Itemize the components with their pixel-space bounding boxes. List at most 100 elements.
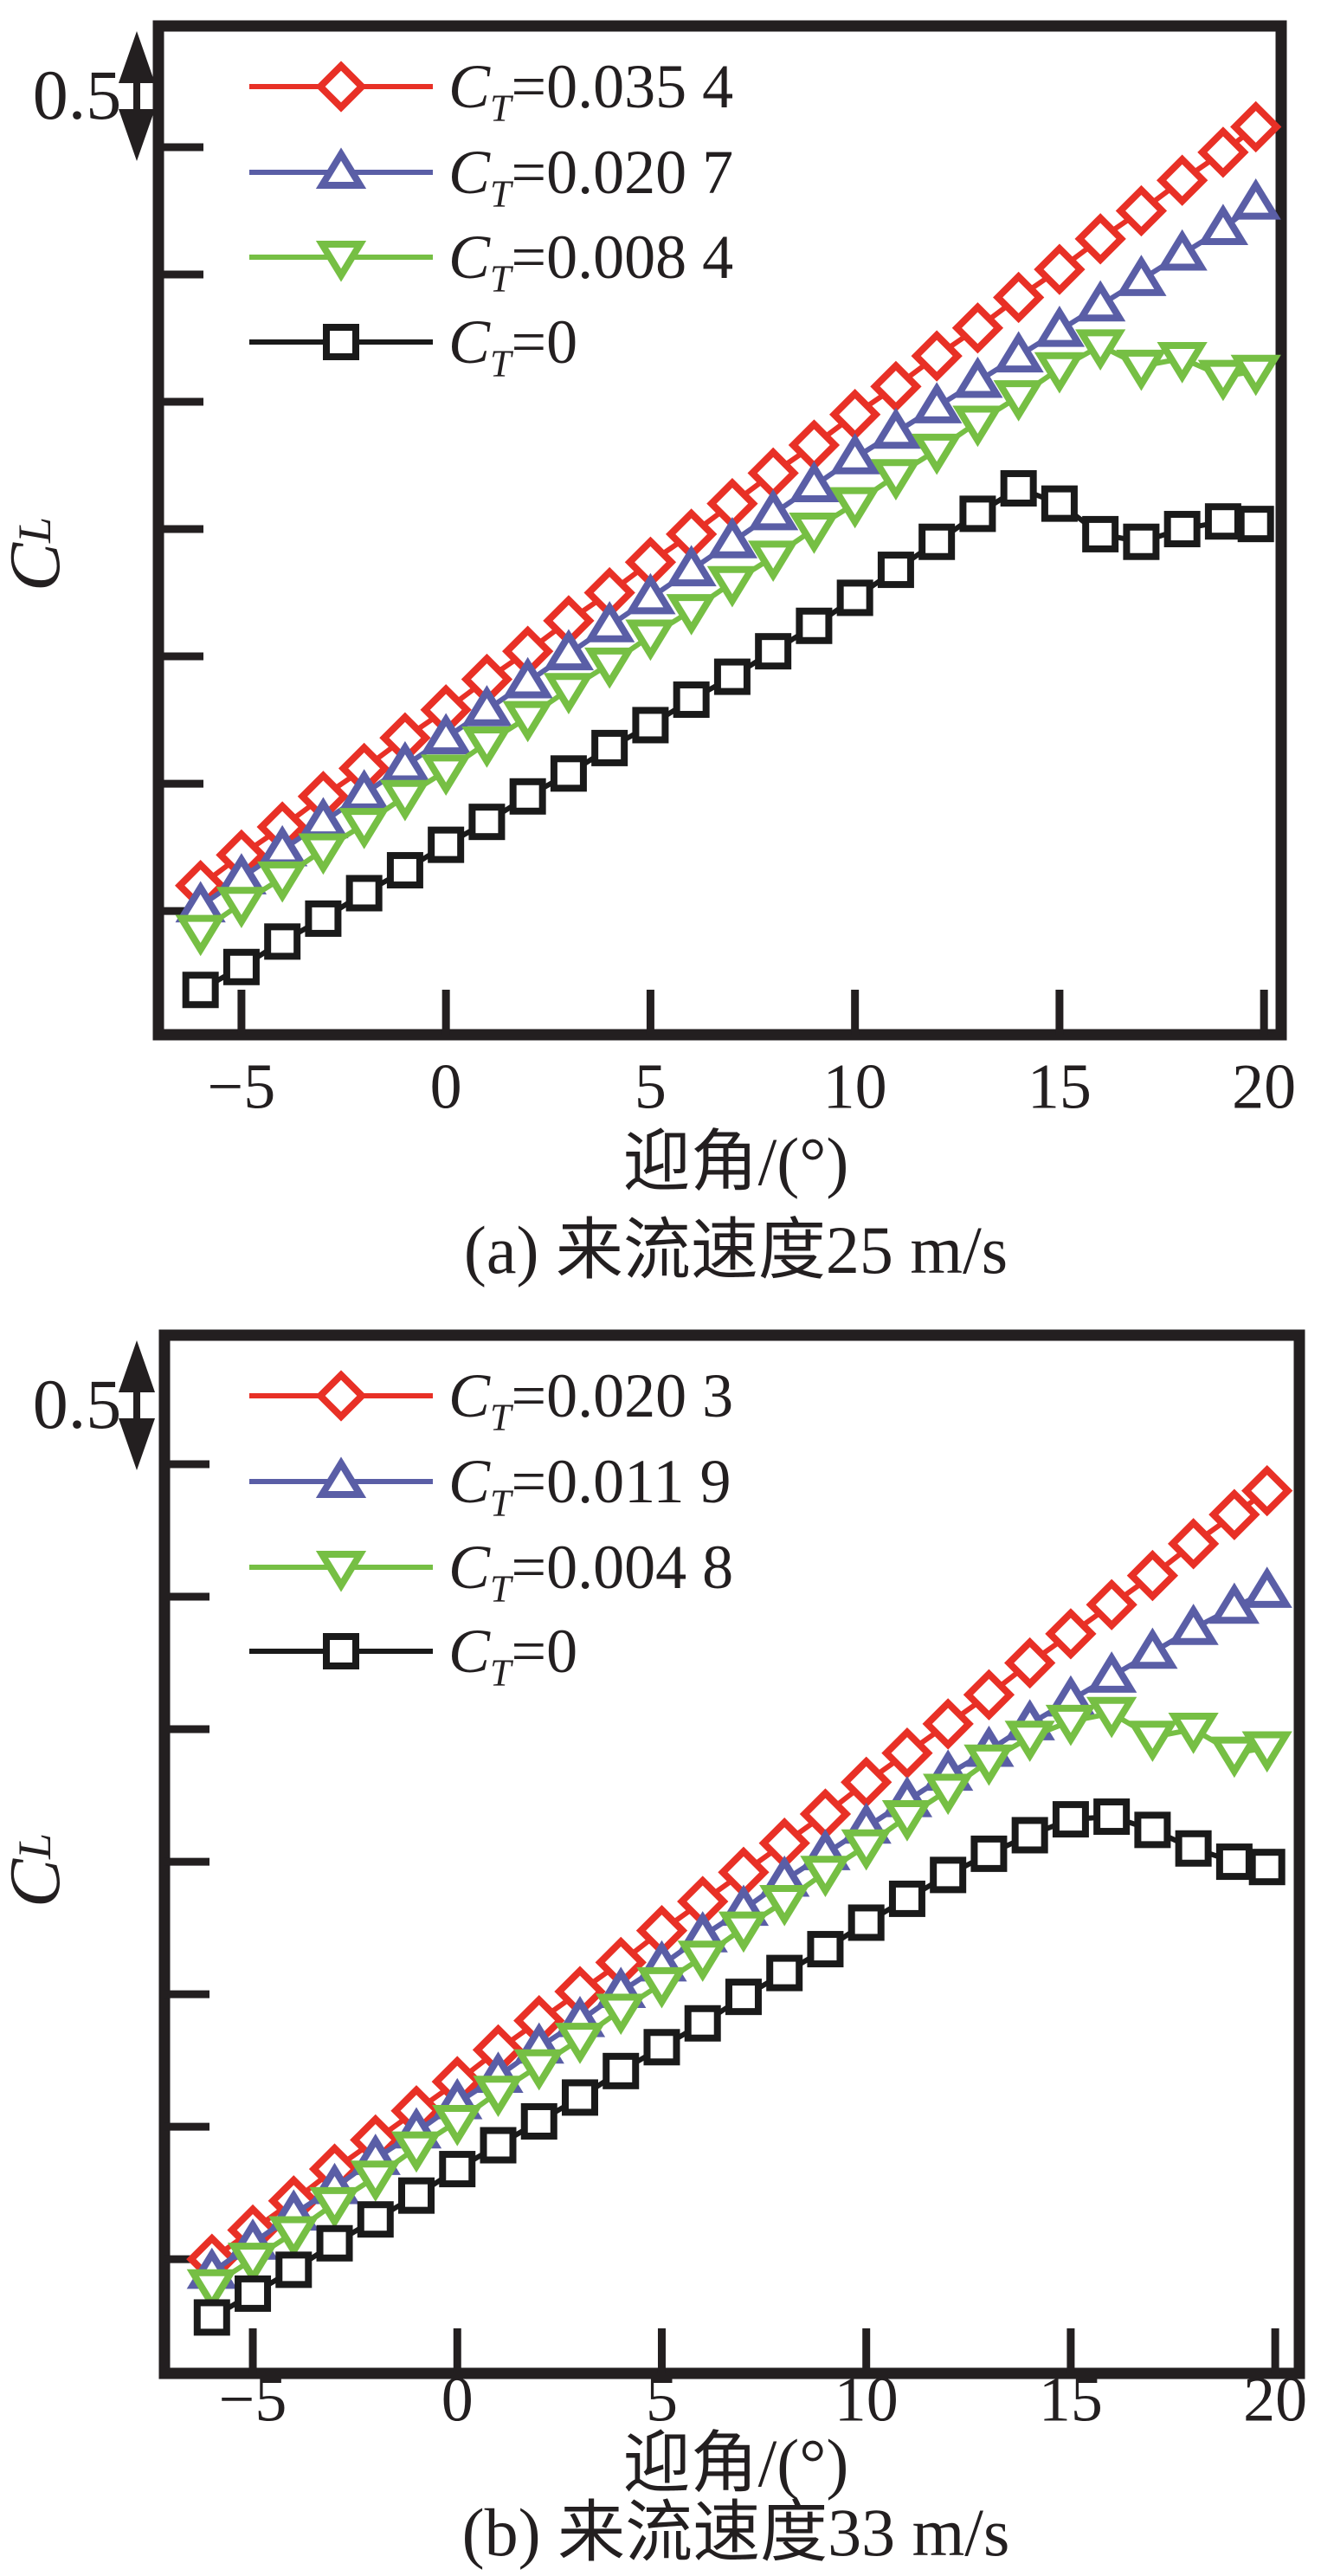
- x-tick-label: 10: [822, 1051, 887, 1123]
- marker-triangle-up: [1168, 1604, 1219, 1645]
- marker-triangle-up: [870, 407, 922, 449]
- marker-square: [1163, 511, 1201, 548]
- y-scale-arrow-b: [119, 1340, 155, 1470]
- legend-swatch-triangle-up: [249, 1456, 433, 1498]
- marker-square: [1052, 1801, 1089, 1838]
- marker-triangle-down: [338, 808, 390, 849]
- marker-triangle-up: [1230, 178, 1281, 220]
- marker-square: [305, 900, 342, 937]
- marker-square: [1082, 515, 1119, 552]
- marker-triangle-up: [1127, 1627, 1178, 1669]
- marker-triangle-up: [1197, 203, 1249, 246]
- marker-diamond: [1034, 243, 1086, 295]
- marker-square: [480, 2127, 517, 2164]
- x-tick-label: −5: [207, 1051, 276, 1123]
- marker-square: [970, 1835, 1008, 1872]
- marker-triangle-down: [1208, 1736, 1260, 1779]
- marker-triangle-down: [350, 2160, 401, 2202]
- legend-swatch-square: [249, 1633, 433, 1669]
- y-scale-arrow-a: [119, 31, 155, 161]
- marker-square: [468, 804, 506, 841]
- marker-square: [1134, 1811, 1171, 1849]
- marker-triangle-down: [1116, 349, 1167, 391]
- marker-square: [1123, 523, 1160, 560]
- x-tick-label: 0: [429, 1051, 462, 1123]
- legend-label: CT=0: [448, 1617, 578, 1695]
- marker-square: [930, 1856, 967, 1894]
- marker-square: [836, 579, 873, 617]
- series-ct-0048: [186, 1696, 1292, 2311]
- marker-diamond: [788, 419, 841, 471]
- marker-diamond: [1230, 100, 1282, 153]
- marker-diamond: [747, 447, 799, 499]
- marker-triangle-up: [1086, 1651, 1137, 1693]
- marker-triangle-up: [1034, 306, 1086, 347]
- legend-item-b4: CT=0: [249, 1608, 577, 1695]
- series-line: [199, 485, 1256, 992]
- legend-swatch-triangle-down: [249, 1551, 433, 1592]
- marker-square: [673, 681, 710, 719]
- marker-triangle-down: [870, 459, 922, 500]
- marker-diamond: [829, 389, 881, 441]
- legend-swatch-triangle-down: [249, 241, 433, 282]
- marker-triangle-up: [1075, 280, 1126, 322]
- legend-label: CT=0.004 8: [448, 1533, 734, 1611]
- legend-item-a1: CT=0.035 4: [249, 43, 733, 130]
- marker-square: [193, 2299, 230, 2336]
- legend-item-a3: CT=0.008 4: [249, 214, 733, 300]
- marker-triangle-down: [625, 619, 676, 662]
- marker-diamond: [993, 271, 1045, 324]
- marker-triangle-down: [1168, 1713, 1219, 1754]
- marker-diamond: [1241, 1464, 1293, 1517]
- x-tick-label: −5: [218, 2364, 287, 2436]
- marker-triangle-down: [584, 647, 635, 689]
- marker-square: [796, 607, 833, 644]
- marker-triangle-up: [379, 740, 431, 783]
- marker-square: [1041, 485, 1078, 522]
- marker-diamond: [1086, 1579, 1137, 1630]
- marker-triangle-down: [1230, 354, 1281, 397]
- marker-square: [235, 2275, 272, 2312]
- marker-triangle-down: [923, 1773, 974, 1816]
- y-scale-value-b: 0.5: [32, 1365, 122, 1443]
- marker-triangle-down: [1157, 342, 1208, 384]
- marker-square: [725, 1979, 762, 2016]
- marker-diamond: [1004, 1637, 1056, 1689]
- marker-square: [959, 495, 996, 533]
- marker-square: [345, 875, 383, 912]
- marker-triangle-up: [421, 713, 472, 755]
- marker-triangle-down: [390, 2131, 442, 2173]
- marker-square: [398, 2177, 435, 2214]
- series-line: [198, 342, 1257, 934]
- marker-square: [632, 707, 669, 744]
- marker-triangle-down: [718, 1911, 770, 1953]
- marker-square: [439, 2151, 476, 2188]
- marker-square: [603, 2052, 640, 2089]
- marker-triangle-up: [829, 433, 880, 475]
- marker-triangle-up: [1241, 1566, 1292, 1608]
- marker-diamond: [1197, 126, 1249, 178]
- marker-square: [1215, 1843, 1253, 1881]
- x-tick-label: 20: [1232, 1051, 1297, 1123]
- marker-triangle-down: [912, 433, 963, 475]
- legend-label: CT=0.035 4: [448, 52, 734, 130]
- legend-swatch-diamond: [249, 1370, 433, 1422]
- marker-triangle-down: [432, 2104, 483, 2147]
- marker-triangle-down: [421, 754, 472, 797]
- legend-item-b3: CT=0.004 8: [249, 1524, 733, 1611]
- marker-triangle-down: [513, 2049, 564, 2091]
- marker-triangle-down: [186, 2269, 237, 2311]
- marker-triangle-down: [789, 513, 840, 554]
- legend-swatch-triangle-up: [249, 147, 433, 189]
- marker-diamond: [951, 302, 1004, 354]
- marker-diamond: [963, 1669, 1015, 1721]
- marker-triangle-down: [800, 1856, 851, 1897]
- series-ct-0207: [175, 178, 1281, 923]
- marker-triangle-down: [1034, 352, 1086, 394]
- marker-triangle-up: [666, 545, 717, 587]
- marker-square: [1011, 1817, 1048, 1854]
- series-ct-0: [182, 469, 1274, 1009]
- caption-a: (a) 来流速度25 m/s: [463, 1212, 1008, 1288]
- marker-triangle-down: [1075, 329, 1126, 371]
